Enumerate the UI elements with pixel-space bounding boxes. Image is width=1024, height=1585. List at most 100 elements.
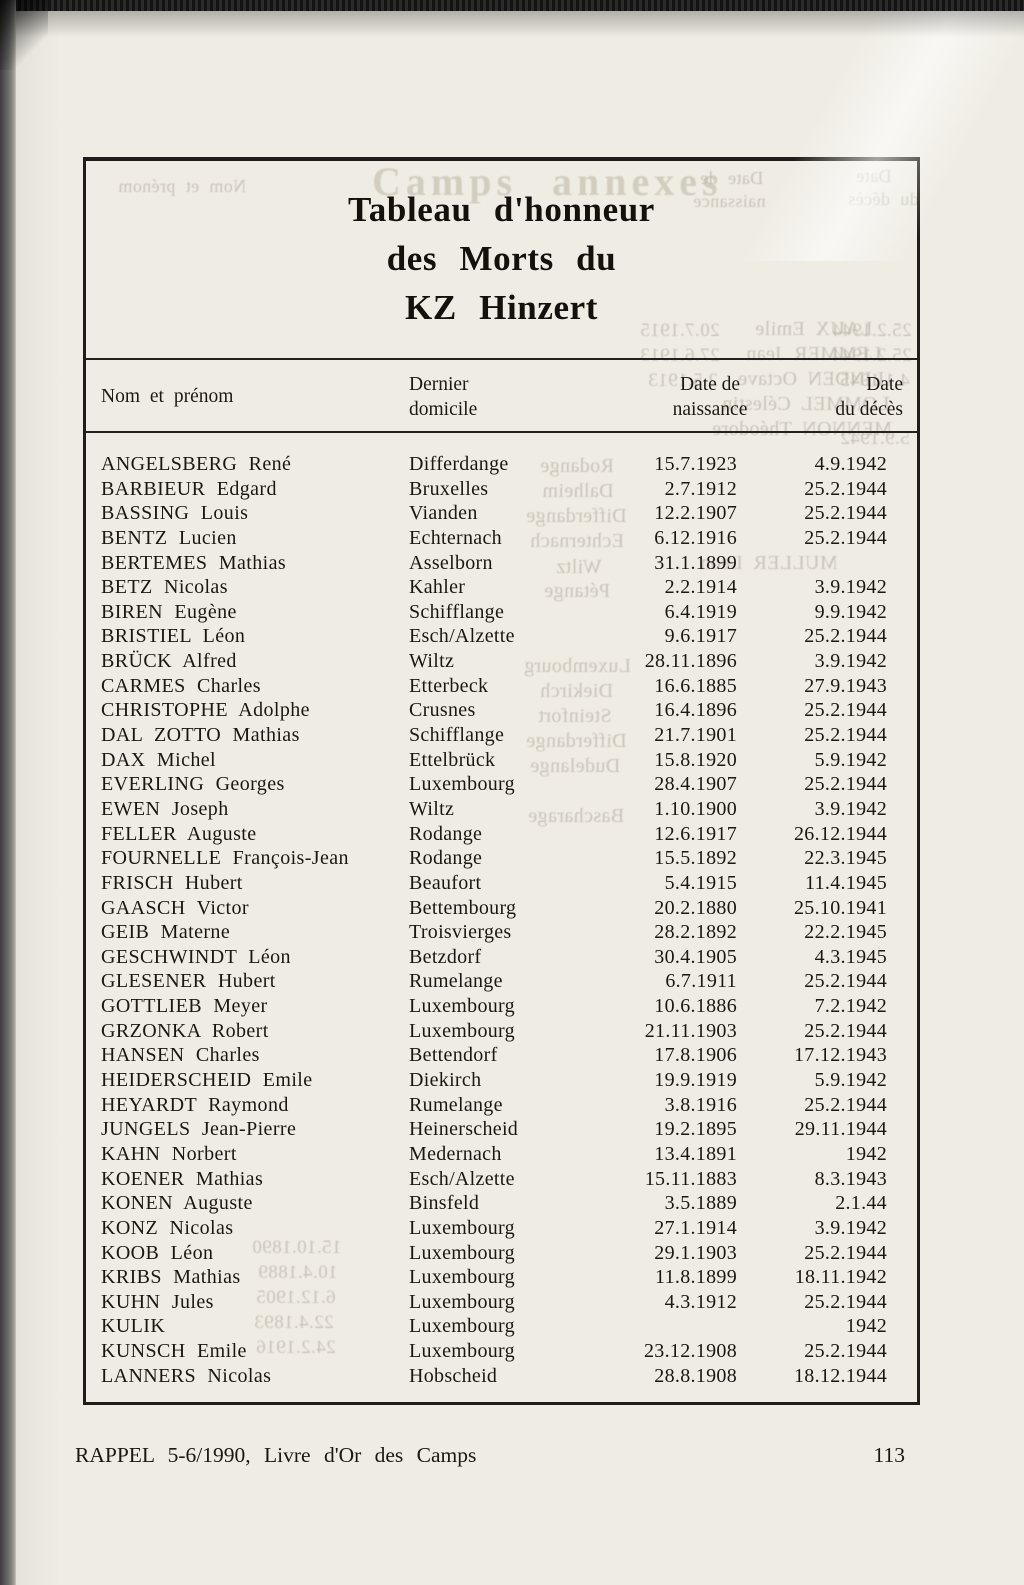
cell-domicile: Differdange bbox=[409, 453, 509, 475]
cell-name: BIREN Eugène bbox=[101, 600, 237, 623]
table-row: BERTEMES Mathias Asselborn 31.1.1899 bbox=[86, 551, 917, 576]
table-row: LANNERS Nicolas Hobscheid 28.8.1908 18.1… bbox=[86, 1364, 917, 1389]
cell-deathdate: 25.2.1944 bbox=[804, 477, 887, 500]
cell-name: CARMES Charles bbox=[101, 674, 261, 697]
table-row: DAL ZOTTO Mathias Schifflange 21.7.1901 … bbox=[86, 723, 917, 748]
cell-deathdate: 3.9.1942 bbox=[814, 650, 887, 673]
cell-birthdate: 10.6.1886 bbox=[654, 995, 737, 1018]
cell-deathdate: 25.2.1944 bbox=[804, 502, 887, 525]
cell-domicile: Binsfeld bbox=[409, 1192, 480, 1215]
cell-birthdate: 4.3.1912 bbox=[664, 1290, 737, 1313]
cell-birthdate: 1.10.1900 bbox=[654, 797, 737, 820]
table-row: GRZONKA Robert Luxembourg 21.11.1903 25.… bbox=[86, 1019, 917, 1044]
cell-domicile: Luxembourg bbox=[409, 995, 515, 1018]
cell-birthdate: 27.1.1914 bbox=[654, 1216, 737, 1239]
cell-name: KAHN Norbert bbox=[101, 1142, 237, 1165]
cell-birthdate: 16.4.1896 bbox=[654, 699, 737, 722]
cell-birthdate: 20.2.1880 bbox=[654, 896, 737, 919]
cell-domicile: Kahler bbox=[409, 576, 466, 599]
cell-name: EVERLING Georges bbox=[101, 773, 285, 796]
table-row: HEIDERSCHEID Emile Diekirch 19.9.1919 5.… bbox=[86, 1068, 917, 1093]
cell-deathdate: 25.2.1944 bbox=[804, 1093, 887, 1116]
table-row: JUNGELS Jean-Pierre Heinerscheid 19.2.18… bbox=[86, 1117, 917, 1142]
cell-domicile: Wiltz bbox=[409, 650, 455, 673]
cell-birthdate: 6.12.1916 bbox=[654, 526, 737, 549]
cell-birthdate: 15.7.1923 bbox=[654, 453, 737, 475]
cell-deathdate: 5.9.1942 bbox=[814, 748, 887, 771]
cell-domicile: Vianden bbox=[409, 502, 478, 525]
cell-name: BERTEMES Mathias bbox=[101, 551, 287, 574]
cell-birthdate: 28.11.1896 bbox=[644, 650, 737, 673]
cell-domicile: Betzdorf bbox=[409, 945, 482, 968]
table-row: KONZ Nicolas Luxembourg 27.1.1914 3.9.19… bbox=[86, 1216, 917, 1241]
cell-domicile: Luxembourg bbox=[409, 1241, 515, 1264]
cell-domicile: Rumelange bbox=[409, 970, 503, 993]
cell-domicile: Medernach bbox=[409, 1142, 502, 1165]
cell-domicile: Schifflange bbox=[409, 724, 505, 747]
table-row: EVERLING Georges Luxembourg 28.4.1907 25… bbox=[86, 772, 917, 797]
table-row: CARMES Charles Etterbeck 16.6.1885 27.9.… bbox=[86, 674, 917, 699]
column-header-domicile: Dernier domicile bbox=[409, 374, 478, 420]
cell-domicile: Crusnes bbox=[409, 699, 476, 722]
table-row: FRISCH Hubert Beaufort 5.4.1915 11.4.194… bbox=[86, 871, 917, 896]
cell-domicile: Esch/Alzette bbox=[409, 1167, 515, 1190]
cell-name: HEIDERSCHEID Emile bbox=[101, 1069, 313, 1092]
cell-deathdate: 25.2.1944 bbox=[804, 526, 887, 549]
cell-name: ANGELSBERG René bbox=[101, 453, 292, 475]
table-row: KOOB Léon Luxembourg 29.1.1903 25.2.1944 bbox=[86, 1241, 917, 1266]
cell-domicile: Diekirch bbox=[409, 1069, 482, 1092]
page-title-line2: des Morts du bbox=[386, 239, 617, 278]
column-header-name: Nom et prénom bbox=[101, 386, 234, 407]
cell-name: FRISCH Hubert bbox=[101, 871, 243, 894]
page-title-line3: KZ Hinzert bbox=[405, 288, 598, 327]
table-row: GAASCH Victor Bettembourg 20.2.1880 25.1… bbox=[86, 896, 917, 921]
table-row: FOURNELLE François-Jean Rodange 15.5.189… bbox=[86, 846, 917, 871]
cell-birthdate: 29.1.1903 bbox=[654, 1241, 737, 1264]
cell-domicile: Rodange bbox=[409, 847, 483, 870]
cell-name: GOTTLIEB Meyer bbox=[101, 995, 268, 1018]
cell-deathdate: 9.9.1942 bbox=[814, 600, 887, 623]
cell-birthdate: 28.2.1892 bbox=[654, 921, 737, 944]
cell-deathdate: 25.2.1944 bbox=[804, 1019, 887, 1042]
table-row: BASSING Louis Vianden 12.2.1907 25.2.194… bbox=[86, 501, 917, 526]
cell-deathdate: 22.2.1945 bbox=[804, 921, 887, 944]
cell-birthdate: 6.7.1911 bbox=[665, 970, 737, 993]
table-row: GOTTLIEB Meyer Luxembourg 10.6.1886 7.2.… bbox=[86, 994, 917, 1019]
table-row: DAX Michel Ettelbrück 15.8.1920 5.9.1942 bbox=[86, 748, 917, 773]
cell-birthdate: 21.11.1903 bbox=[644, 1019, 737, 1042]
cell-name: BARBIEUR Edgard bbox=[101, 477, 277, 500]
cell-domicile: Luxembourg bbox=[409, 1266, 515, 1289]
footer-page-number: 113 bbox=[873, 1443, 905, 1467]
cell-deathdate: 25.2.1944 bbox=[804, 1290, 887, 1313]
cell-birthdate: 5.4.1915 bbox=[664, 871, 737, 894]
cell-name: GLESENER Hubert bbox=[101, 970, 276, 993]
cell-name: FELLER Auguste bbox=[101, 822, 257, 845]
cell-domicile: Bettembourg bbox=[409, 896, 517, 919]
cell-name: FOURNELLE François-Jean bbox=[101, 847, 349, 870]
cell-domicile: Bruxelles bbox=[409, 477, 489, 500]
table-row: GEIB Materne Troisvierges 28.2.1892 22.2… bbox=[86, 920, 917, 945]
footer-source: RAPPEL 5-6/1990, Livre d'Or des Camps bbox=[75, 1443, 477, 1467]
cell-domicile: Luxembourg bbox=[409, 1019, 515, 1042]
cell-deathdate: 25.2.1944 bbox=[804, 773, 887, 796]
cell-name: GEIB Materne bbox=[101, 921, 231, 944]
cell-birthdate: 2.7.1912 bbox=[664, 477, 737, 500]
cell-birthdate: 12.2.1907 bbox=[654, 502, 737, 525]
table-row: KONEN Auguste Binsfeld 3.5.1889 2.1.44 bbox=[86, 1191, 917, 1216]
cell-birthdate: 12.6.1917 bbox=[654, 822, 737, 845]
cell-birthdate: 2.2.1914 bbox=[664, 576, 737, 599]
cell-name: DAL ZOTTO Mathias bbox=[101, 724, 300, 747]
page-title-line1: Tableau d'honneur bbox=[348, 190, 655, 229]
cell-birthdate: 28.8.1908 bbox=[654, 1364, 737, 1387]
cell-domicile: Rumelange bbox=[409, 1093, 503, 1116]
table-row: FELLER Auguste Rodange 12.6.1917 26.12.1… bbox=[86, 822, 917, 847]
cell-deathdate: 7.2.1942 bbox=[814, 995, 887, 1018]
column-header-deathdate: Date du décès bbox=[835, 374, 903, 420]
cell-name: HEYARDT Raymond bbox=[101, 1093, 289, 1116]
cell-birthdate: 15.8.1920 bbox=[654, 748, 737, 771]
cell-deathdate: 3.9.1942 bbox=[814, 576, 887, 599]
cell-name: BRISTIEL Léon bbox=[101, 625, 246, 648]
cell-deathdate: 4.9.1942 bbox=[814, 453, 887, 475]
table-row: BARBIEUR Edgard Bruxelles 2.7.1912 25.2.… bbox=[86, 477, 917, 502]
cell-name: KOOB Léon bbox=[101, 1241, 214, 1264]
